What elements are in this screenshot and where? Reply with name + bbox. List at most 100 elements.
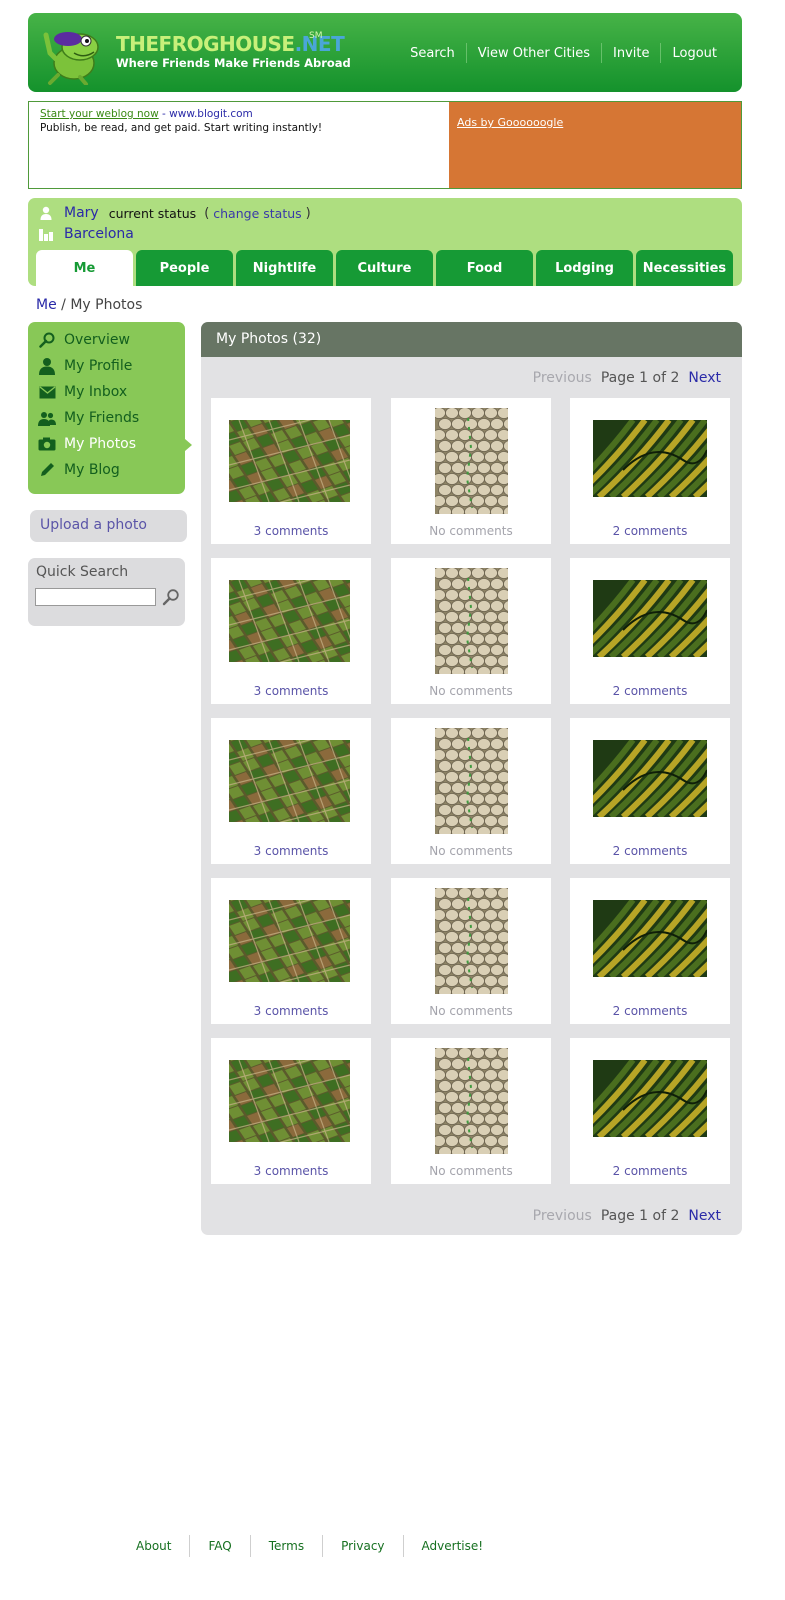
photo-card[interactable]: No comments	[391, 718, 551, 864]
photo-card[interactable]: 2 comments	[560, 718, 768, 864]
search-icon[interactable]	[162, 588, 180, 606]
menu-item-label: Overview	[64, 332, 130, 348]
footer-advertise-link[interactable]: Advertise!	[421, 1539, 484, 1553]
photo-thumbnail-stones[interactable]	[432, 1047, 517, 1158]
footer-terms-link[interactable]: Terms	[268, 1539, 305, 1553]
photo-comments-link[interactable]: 3 comments	[253, 844, 329, 858]
upload-photo-box: Upload a photo	[30, 510, 187, 542]
menu-item-my-photos[interactable]: My Photos	[38, 435, 136, 453]
next-page-link[interactable]: Next	[688, 370, 721, 386]
tab-lodging[interactable]: Lodging	[536, 250, 633, 286]
photo-comments-link[interactable]: 3 comments	[253, 524, 329, 538]
photo-thumbnail-stones[interactable]	[432, 727, 517, 838]
photo-thumbnail-fields[interactable]	[111, 466, 508, 745]
footer-privacy-link[interactable]: Privacy	[341, 1539, 385, 1553]
menu-item-my-profile[interactable]: My Profile	[38, 357, 132, 375]
menu-item-my-friends[interactable]: My Friends	[38, 409, 139, 427]
photo-comments-link[interactable]: No comments	[429, 1164, 513, 1178]
photo-card[interactable]: No comments	[391, 1038, 551, 1184]
photo-comments-link[interactable]: No comments	[429, 684, 513, 698]
quick-search-input[interactable]	[35, 588, 156, 606]
photo-thumbnail-stripes[interactable]	[560, 1058, 768, 1140]
footer-faq-link[interactable]: FAQ	[208, 1539, 232, 1553]
breadcrumb-me-link[interactable]: Me	[36, 297, 57, 313]
tab-food[interactable]: Food	[436, 250, 533, 286]
nav-search-link[interactable]: Search	[410, 45, 455, 61]
brand-name[interactable]: THEFROGHOUSE.NET	[116, 33, 351, 55]
photo-comments-link[interactable]: 2 comments	[612, 844, 688, 858]
menu-item-my-inbox[interactable]: My Inbox	[38, 383, 127, 401]
tab-necessities[interactable]: Necessities	[636, 250, 733, 286]
photo-card[interactable]: 3 comments	[111, 306, 508, 585]
city-row: Barcelona	[38, 226, 144, 242]
nav-invite-link[interactable]: Invite	[613, 45, 650, 61]
photo-comments-link[interactable]: 2 comments	[612, 684, 688, 698]
previous-page-link[interactable]: Previous	[532, 1208, 592, 1224]
next-page-link[interactable]: Next	[688, 1208, 721, 1224]
photo-comments-link[interactable]: 3 comments	[253, 1004, 329, 1018]
photo-card[interactable]: No comments	[391, 558, 551, 704]
status-text: current status	[108, 205, 197, 221]
photo-comments-link[interactable]: 3 comments	[253, 1164, 329, 1178]
photo-card[interactable]: 2 comments	[560, 878, 768, 1024]
page-info: Page 1 of 2	[600, 1208, 680, 1224]
photo-thumbnail-fields[interactable]	[111, 306, 508, 585]
photo-card[interactable]: No comments	[391, 878, 551, 1024]
photo-comments-link[interactable]: No comments	[429, 844, 513, 858]
menu-item-label: My Blog	[64, 462, 120, 478]
photo-thumbnail-stones[interactable]	[432, 887, 517, 998]
quick-search-title: Quick Search	[36, 564, 129, 580]
photo-card[interactable]: 2 comments	[560, 398, 768, 544]
photo-thumbnail-fields[interactable]	[111, 626, 508, 905]
photo-thumbnail-stripes[interactable]	[560, 898, 768, 980]
ad-link[interactable]: Start your weblog now	[40, 108, 159, 120]
photo-thumbnail-stones[interactable]	[432, 407, 517, 518]
photo-thumbnail-stripes[interactable]	[560, 738, 768, 820]
page-info: Page 1 of 2	[600, 370, 680, 386]
tab-people[interactable]: People	[136, 250, 233, 286]
tab-nightlife[interactable]: Nightlife	[236, 250, 333, 286]
user-name-link[interactable]: Mary	[64, 205, 99, 221]
nav-divider	[601, 43, 602, 63]
photo-card[interactable]: 2 comments	[560, 558, 768, 704]
tab-culture[interactable]: Culture	[336, 250, 433, 286]
ad-url[interactable]: - www.blogit.com	[162, 108, 253, 120]
photo-comments-link[interactable]: 2 comments	[612, 1004, 688, 1018]
site-header: THEFROGHOUSE.NET SM Where Friends Make F…	[28, 13, 742, 92]
ads-by-link[interactable]: Ads by Goooooogle	[457, 116, 564, 129]
photo-thumbnail-stripes[interactable]	[560, 418, 768, 500]
photo-thumbnail-stones[interactable]	[432, 567, 517, 678]
menu-item-label: My Friends	[64, 410, 140, 426]
photo-card[interactable]: 3 comments	[111, 466, 508, 745]
photo-comments-link[interactable]: No comments	[429, 1004, 513, 1018]
city-link[interactable]: Barcelona	[64, 226, 134, 242]
photo-card[interactable]: 3 comments	[111, 946, 508, 1225]
photo-card[interactable]: 3 comments	[111, 786, 508, 1065]
photo-comments-link[interactable]: 2 comments	[612, 524, 688, 538]
status-panel: Mary current status ( change status ) Ba…	[28, 198, 742, 286]
upload-photo-link[interactable]: Upload a photo	[40, 517, 147, 533]
change-status-link[interactable]: change status	[213, 205, 302, 221]
brand-main-text: THEFROGHOUSE	[116, 32, 295, 56]
previous-page-link[interactable]: Previous	[532, 370, 592, 386]
footer-nav: About FAQ Terms Privacy Advertise!	[118, 1535, 501, 1557]
tab-me[interactable]: Me	[36, 250, 133, 286]
photo-thumbnail-fields[interactable]	[111, 786, 508, 1065]
footer-about-link[interactable]: About	[136, 1539, 172, 1553]
nav-view-other-cities-link[interactable]: View Other Cities	[477, 45, 590, 61]
photo-comments-link[interactable]: No comments	[429, 524, 513, 538]
nav-divider	[660, 43, 662, 63]
photo-thumbnail-stripes[interactable]	[560, 578, 768, 660]
city-icon	[38, 226, 54, 242]
photo-thumbnail-fields[interactable]	[111, 946, 508, 1225]
photo-comments-link[interactable]: 3 comments	[253, 684, 329, 698]
menu-item-my-blog[interactable]: My Blog	[38, 461, 120, 479]
menu-item-overview[interactable]: Overview	[38, 331, 130, 349]
photo-comments-link[interactable]: 2 comments	[612, 1164, 688, 1178]
frog-logo-icon[interactable]	[40, 25, 104, 85]
photo-card[interactable]: 2 comments	[560, 1038, 768, 1184]
pencil-icon	[38, 461, 56, 479]
nav-logout-link[interactable]: Logout	[672, 45, 717, 61]
photo-card[interactable]: No comments	[391, 398, 551, 544]
photo-card[interactable]: 3 comments	[111, 626, 508, 905]
